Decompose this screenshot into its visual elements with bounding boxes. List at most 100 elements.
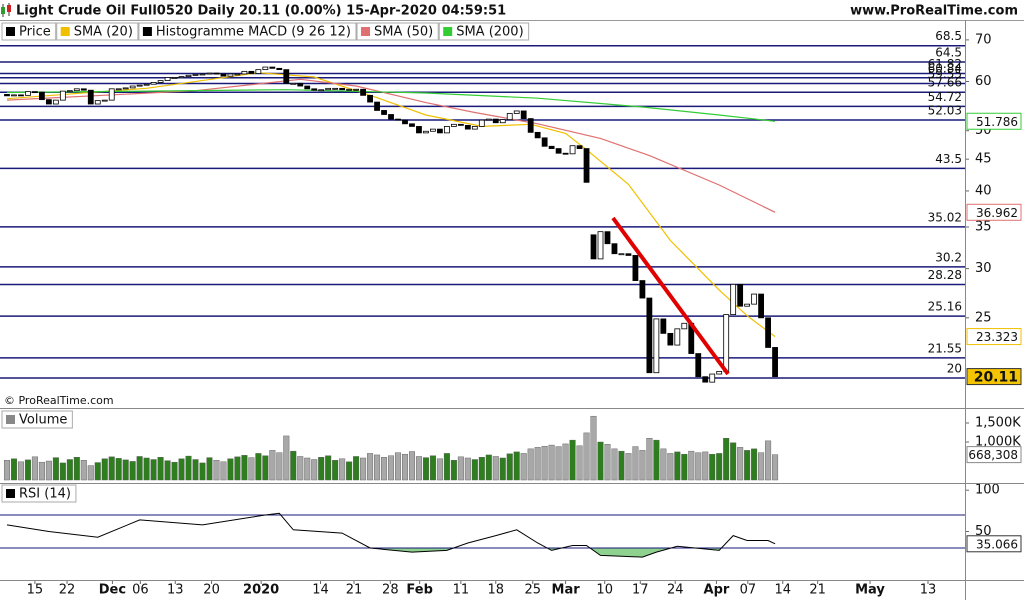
x-tick-label: 25 (525, 583, 542, 598)
volume-bar (353, 456, 360, 481)
volume-bar (478, 457, 485, 481)
legend-frame (1, 22, 57, 41)
legend-item: Volume (1, 410, 73, 429)
volume-bar (625, 453, 632, 481)
legend-swatch (6, 415, 15, 424)
legend-swatch (6, 27, 15, 36)
candle (506, 113, 513, 121)
candle (360, 88, 366, 96)
volume-bar (695, 452, 702, 481)
volume-bar (290, 450, 297, 481)
volume-bar (395, 452, 402, 481)
volume-bar (562, 443, 569, 481)
x-tick-label: 14 (774, 583, 791, 598)
level-label: 54.72 (928, 90, 962, 104)
level-label: 30.2 (935, 250, 962, 264)
volume-bar (639, 450, 646, 481)
legend-item: SMA (200) (438, 22, 530, 41)
volume-bar (555, 446, 562, 481)
candle (416, 126, 422, 134)
candle (192, 74, 199, 76)
volume-bar (129, 461, 136, 481)
x-tick-label: 13 (920, 583, 937, 598)
candle (101, 99, 108, 102)
trend-line (611, 216, 730, 376)
candle (723, 314, 730, 372)
candle (297, 82, 304, 87)
candle (443, 126, 450, 134)
candle (220, 73, 227, 77)
candle (667, 332, 674, 346)
candle (541, 137, 548, 147)
volume-bar (464, 457, 471, 481)
volume-bar (408, 451, 415, 481)
candle (59, 90, 66, 101)
candle (513, 110, 520, 114)
candle (52, 99, 59, 105)
candle (255, 69, 262, 74)
volume-bar (681, 453, 688, 481)
volume-bar (164, 460, 171, 481)
volume-bar (185, 455, 192, 481)
candle (143, 83, 150, 86)
candle (32, 91, 38, 93)
volume-bar (443, 453, 450, 481)
candle (311, 88, 318, 91)
volume-bar (429, 455, 436, 481)
volume-bar (178, 458, 185, 481)
level-label: 20 (947, 362, 962, 376)
volume-bar (381, 457, 388, 481)
candle (248, 70, 255, 74)
volume-bar (234, 456, 241, 481)
volume-bar (122, 459, 129, 481)
candle (38, 91, 45, 101)
volume-bar (716, 453, 723, 481)
candle (751, 293, 758, 305)
volume-bar (388, 455, 395, 481)
volume-bar (143, 457, 150, 481)
x-tick-label: 21 (346, 583, 363, 598)
candle (94, 100, 101, 105)
legend-swatch (443, 27, 453, 36)
volume-bar (541, 445, 548, 481)
volume-bar (360, 457, 367, 481)
candle (80, 88, 87, 91)
candle (464, 124, 471, 130)
candle (674, 328, 681, 346)
value-badge (966, 328, 1022, 346)
candle (332, 87, 339, 90)
candle (227, 73, 234, 77)
value-badge-label: 668,308 (968, 448, 1018, 462)
legend-frame (356, 22, 439, 41)
volume-bar (772, 454, 779, 481)
candle (597, 231, 604, 260)
candle (213, 72, 220, 75)
candle (178, 76, 185, 79)
volume-bar (457, 456, 464, 481)
candle (618, 253, 625, 256)
volume-bar (367, 453, 374, 481)
candle (737, 283, 744, 307)
y-tick-label: 50 (975, 524, 992, 539)
x-tick-label: 13 (167, 583, 184, 598)
volume-bar (283, 435, 290, 481)
candle (437, 128, 443, 134)
value-badge (966, 368, 1022, 386)
x-tick-label: 21 (809, 583, 826, 598)
x-tick-label: Apr (704, 583, 730, 598)
x-tick-label: 10 (596, 583, 613, 598)
x-tick-label: 14 (312, 583, 329, 598)
candle (646, 297, 653, 374)
level-label: 25.16 (928, 300, 962, 314)
volume-bar (401, 453, 408, 481)
volume-bar (471, 459, 478, 481)
volume-bar (751, 448, 758, 481)
sma-line (6, 78, 776, 213)
candle (241, 70, 248, 75)
candle (353, 88, 360, 91)
candle (381, 110, 387, 115)
candle (157, 80, 164, 83)
volume-bar (206, 457, 213, 481)
volume-bar (101, 458, 108, 481)
